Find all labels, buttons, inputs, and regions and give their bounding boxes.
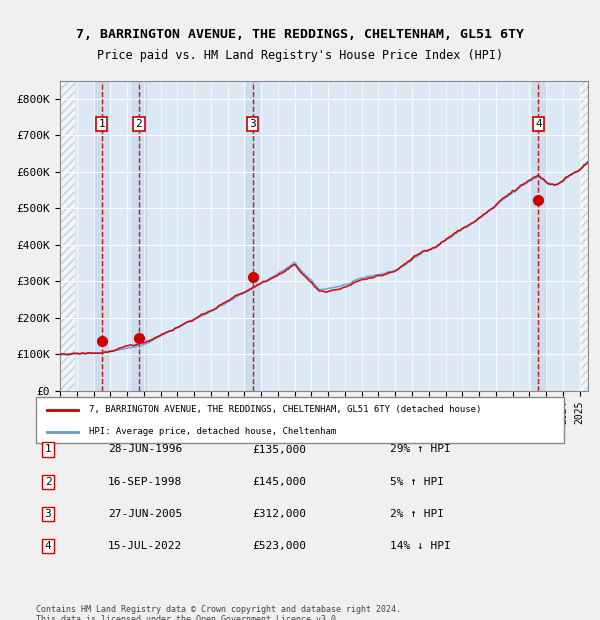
Text: 7, BARRINGTON AVENUE, THE REDDINGS, CHELTENHAM, GL51 6TY (detached house): 7, BARRINGTON AVENUE, THE REDDINGS, CHEL…: [89, 405, 481, 414]
Text: 7, BARRINGTON AVENUE, THE REDDINGS, CHELTENHAM, GL51 6TY: 7, BARRINGTON AVENUE, THE REDDINGS, CHEL…: [76, 28, 524, 40]
Text: £523,000: £523,000: [252, 541, 306, 551]
Text: 27-JUN-2005: 27-JUN-2005: [108, 509, 182, 519]
Text: 28-JUN-1996: 28-JUN-1996: [108, 445, 182, 454]
Text: 2: 2: [44, 477, 52, 487]
Text: 3: 3: [249, 119, 256, 129]
Text: Price paid vs. HM Land Registry's House Price Index (HPI): Price paid vs. HM Land Registry's House …: [97, 50, 503, 62]
Bar: [246, 81, 259, 391]
Text: HPI: Average price, detached house, Cheltenham: HPI: Average price, detached house, Chel…: [89, 427, 336, 436]
Text: 1: 1: [98, 119, 105, 129]
Text: Contains HM Land Registry data © Crown copyright and database right 2024.
This d: Contains HM Land Registry data © Crown c…: [36, 604, 401, 620]
Text: 16-SEP-1998: 16-SEP-1998: [108, 477, 182, 487]
Text: £312,000: £312,000: [252, 509, 306, 519]
Text: 15-JUL-2022: 15-JUL-2022: [108, 541, 182, 551]
Text: 5% ↑ HPI: 5% ↑ HPI: [390, 477, 444, 487]
Text: 14% ↓ HPI: 14% ↓ HPI: [390, 541, 451, 551]
Text: £135,000: £135,000: [252, 445, 306, 454]
Bar: [95, 81, 109, 391]
Text: 29% ↑ HPI: 29% ↑ HPI: [390, 445, 451, 454]
Text: 1: 1: [44, 445, 52, 454]
Text: 4: 4: [44, 541, 52, 551]
Text: 2: 2: [136, 119, 142, 129]
Text: 3: 3: [44, 509, 52, 519]
Bar: [532, 81, 545, 391]
Text: 2% ↑ HPI: 2% ↑ HPI: [390, 509, 444, 519]
Text: £145,000: £145,000: [252, 477, 306, 487]
Text: 4: 4: [535, 119, 542, 129]
Bar: [132, 81, 146, 391]
